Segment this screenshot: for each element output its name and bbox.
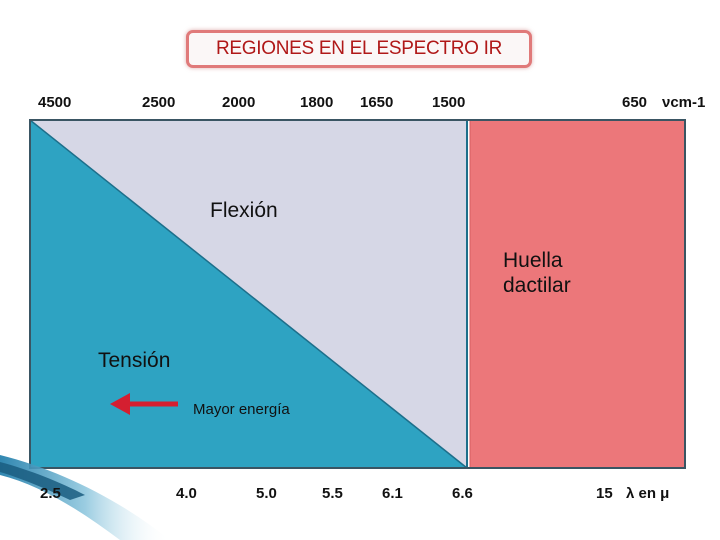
bottom-tick-6.6: 6.6 (452, 485, 473, 502)
energy-arrow-label: Mayor energía (193, 401, 290, 418)
top-tick-4500: 4500 (38, 94, 72, 111)
energy-arrow (110, 393, 178, 415)
bottom-tick-5.0: 5.0 (256, 485, 277, 502)
bottom-tick-4.0: 4.0 (176, 485, 197, 502)
diagonal-divider (29, 119, 468, 469)
flexion-label: Flexión (210, 199, 278, 222)
huella-label: Huella dactilar (503, 248, 571, 298)
top-tick-2500: 2500 (142, 94, 176, 111)
bottom-tick-2.5: 2.5 (40, 485, 61, 502)
bottom-axis-unit: λ en μ (626, 485, 670, 502)
top-axis-unit: νcm-1 (662, 94, 706, 111)
tension-label: Tensión (98, 349, 171, 372)
diagram-title: REGIONES EN EL ESPECTRO IR (215, 38, 503, 59)
title-box: REGIONES EN EL ESPECTRO IR (186, 30, 532, 68)
top-tick-1800: 1800 (300, 94, 334, 111)
huella-label-line2: dactilar (503, 274, 571, 297)
chart-frame (29, 119, 686, 469)
top-tick-1650: 1650 (360, 94, 394, 111)
bottom-tick-5.5: 5.5 (322, 485, 343, 502)
top-tick-2000: 2000 (222, 94, 256, 111)
decorative-swoosh-dark (0, 462, 85, 500)
top-tick-1500: 1500 (432, 94, 466, 111)
bottom-tick-15: 15 (596, 485, 613, 502)
huella-region (469, 119, 686, 469)
huella-label-line1: Huella (503, 249, 563, 272)
bottom-tick-6.1: 6.1 (382, 485, 403, 502)
top-tick-650: 650 (622, 94, 648, 111)
